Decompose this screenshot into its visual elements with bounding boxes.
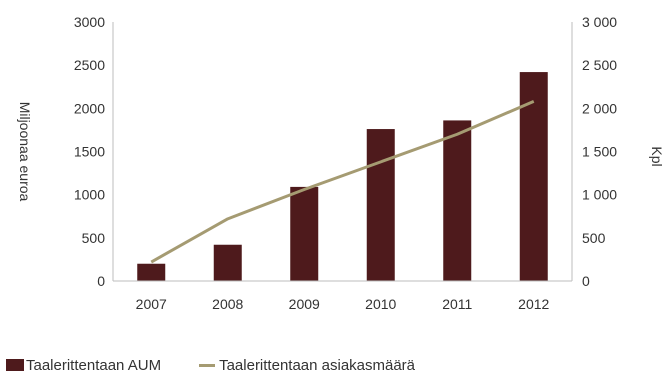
x-tick-label: 2009	[289, 296, 320, 312]
left-tick-label: 1500	[74, 144, 105, 160]
legend-line-label: Taalerittentaan asiakasmäärä	[219, 356, 416, 374]
legend: Taalerittentaan AUM Taalerittentaan asia…	[0, 352, 669, 378]
right-axis-ticks: 0 500 1 000 1 500 2 000 2 500 3 000	[582, 14, 617, 289]
right-tick-label: 1 500	[582, 144, 617, 160]
left-axis-title: Miljoonaa euroa	[17, 102, 33, 202]
right-tick-label: 2 000	[582, 100, 617, 116]
left-tick-label: 0	[97, 273, 105, 289]
right-tick-label: 0	[582, 273, 590, 289]
legend-bar-label: Taalerittentaan AUM	[26, 356, 162, 374]
left-axis-ticks: 0 500 1000 1500 2000 2500 3000	[74, 14, 105, 289]
x-tick-label: 2007	[136, 296, 167, 312]
left-tick-label: 2000	[74, 100, 105, 116]
legend-item-bar: Taalerittentaan AUM	[6, 357, 161, 374]
line-series	[150, 100, 535, 264]
right-axis-title: Kpl	[649, 146, 665, 166]
bar	[213, 244, 242, 281]
left-tick-label: 3000	[74, 14, 105, 30]
legend-bar-swatch	[6, 359, 24, 371]
bar	[519, 72, 548, 281]
x-axis-ticks: 2007 2008 2009 2010 2011 2012	[136, 296, 550, 312]
x-tick-label: 2011	[442, 296, 472, 312]
right-tick-label: 2 500	[582, 57, 617, 73]
right-tick-label: 3 000	[582, 14, 617, 30]
bar	[290, 186, 319, 281]
x-tick-label: 2010	[365, 296, 396, 312]
left-tick-label: 500	[82, 230, 106, 246]
bar	[443, 120, 472, 281]
left-tick-label: 2500	[74, 57, 105, 73]
x-tick-label: 2012	[518, 296, 549, 312]
bar	[366, 129, 395, 281]
bar	[137, 263, 166, 281]
x-tick-label: 2008	[212, 296, 243, 312]
legend-line-swatch	[199, 363, 216, 367]
right-tick-label: 500	[582, 230, 606, 246]
legend-item-line: Taalerittentaan asiakasmäärä	[199, 357, 415, 374]
right-tick-label: 1 000	[582, 187, 617, 203]
left-tick-label: 1000	[74, 187, 105, 203]
